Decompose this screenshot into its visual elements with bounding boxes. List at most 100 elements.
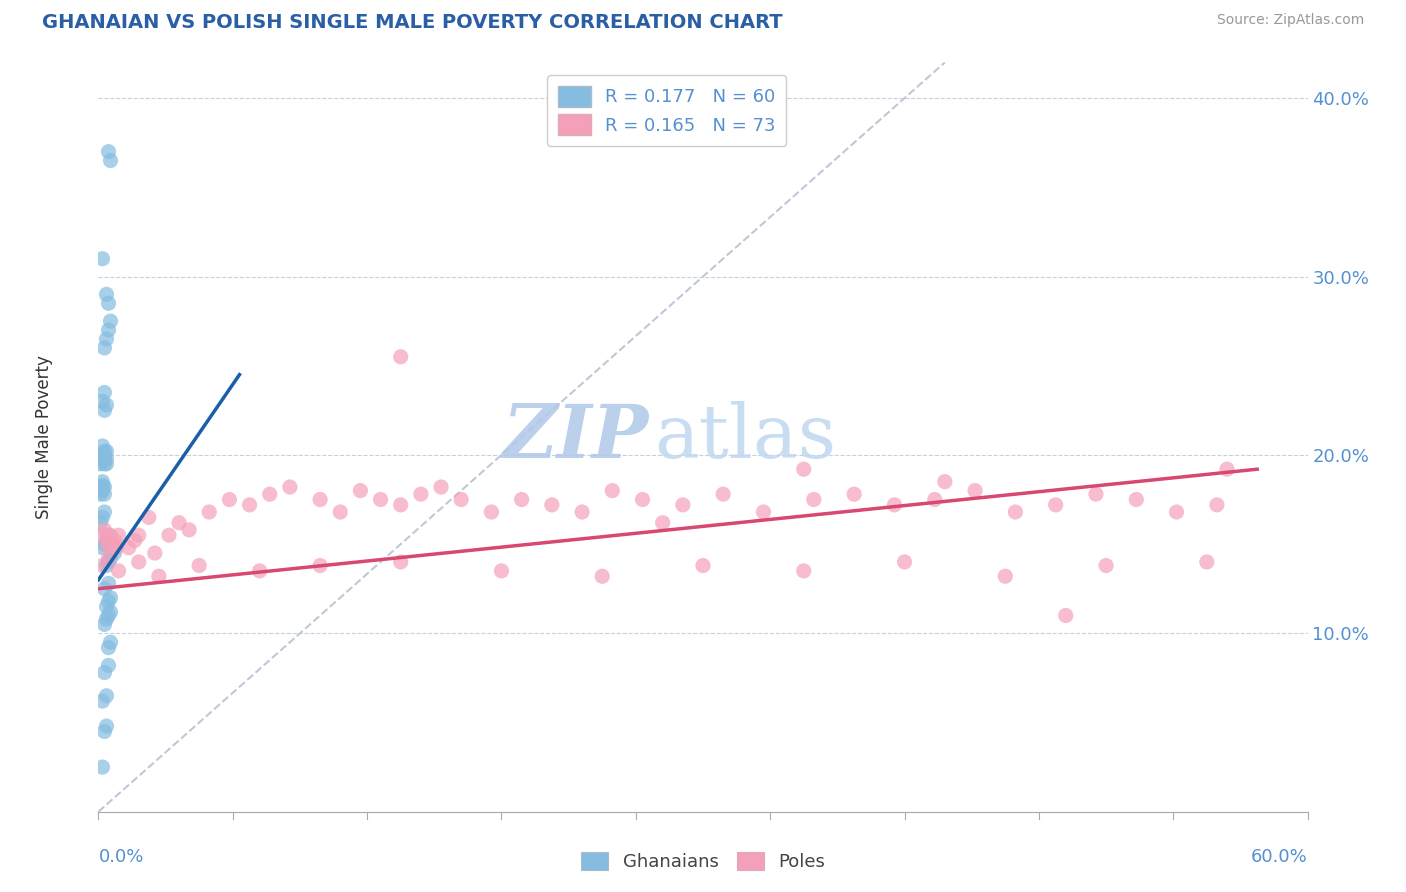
Point: [103, 546, 125, 560]
Point: [124, 533, 146, 548]
Point: [91, 558, 114, 573]
Point: [100, 153, 122, 168]
Point: [93, 480, 115, 494]
Point: [96, 332, 118, 346]
Point: [97, 555, 120, 569]
Point: [89, 516, 111, 530]
Point: [591, 569, 613, 583]
Point: [1216, 462, 1239, 476]
Point: [97, 323, 120, 337]
Point: [1166, 505, 1188, 519]
Point: [89, 487, 111, 501]
Point: [278, 480, 301, 494]
Point: [91, 448, 114, 462]
Point: [97, 541, 120, 555]
Point: [96, 457, 118, 471]
Point: [93, 505, 115, 519]
Point: [491, 564, 513, 578]
Point: [97, 145, 120, 159]
Point: [259, 487, 281, 501]
Point: [96, 398, 118, 412]
Point: [844, 487, 866, 501]
Legend: R = 0.177   N = 60, R = 0.165   N = 73: R = 0.177 N = 60, R = 0.165 N = 73: [547, 75, 786, 145]
Text: ZIP: ZIP: [502, 401, 648, 474]
Point: [249, 564, 271, 578]
Point: [450, 492, 472, 507]
Point: [309, 558, 332, 573]
Point: [481, 505, 503, 519]
Point: [93, 537, 115, 551]
Text: Single Male Poverty: Single Male Poverty: [35, 355, 53, 519]
Point: [93, 341, 115, 355]
Point: [100, 314, 122, 328]
Point: [93, 582, 115, 596]
Point: [91, 478, 114, 492]
Point: [93, 665, 115, 680]
Point: [1195, 555, 1218, 569]
Point: [97, 528, 120, 542]
Point: [430, 480, 453, 494]
Point: [91, 480, 114, 494]
Point: [93, 457, 115, 471]
Point: [409, 487, 432, 501]
Point: [97, 551, 120, 566]
Point: [1054, 608, 1077, 623]
Point: [96, 719, 118, 733]
Point: [100, 605, 122, 619]
Point: [672, 498, 695, 512]
Point: [239, 498, 262, 512]
Point: [97, 658, 120, 673]
Point: [510, 492, 533, 507]
Point: [188, 558, 211, 573]
Point: [91, 694, 114, 708]
Point: [752, 505, 775, 519]
Point: [128, 555, 150, 569]
Point: [389, 350, 412, 364]
Point: [97, 608, 120, 623]
Text: Source: ZipAtlas.com: Source: ZipAtlas.com: [1216, 13, 1364, 28]
Point: [96, 533, 118, 548]
Point: [1085, 487, 1108, 501]
Text: 0.0%: 0.0%: [98, 847, 143, 865]
Point: [107, 528, 129, 542]
Point: [91, 439, 114, 453]
Point: [329, 505, 352, 519]
Text: atlas: atlas: [655, 401, 837, 474]
Point: [93, 448, 115, 462]
Point: [389, 498, 412, 512]
Point: [96, 558, 118, 573]
Point: [93, 403, 115, 417]
Point: [100, 528, 122, 542]
Point: [128, 528, 150, 542]
Point: [96, 533, 118, 548]
Point: [89, 457, 111, 471]
Point: [893, 555, 915, 569]
Point: [91, 760, 114, 774]
Point: [105, 541, 128, 555]
Point: [309, 492, 332, 507]
Point: [91, 394, 114, 409]
Point: [179, 523, 201, 537]
Point: [96, 599, 118, 614]
Point: [100, 551, 122, 566]
Point: [924, 492, 946, 507]
Point: [91, 252, 114, 266]
Point: [883, 498, 905, 512]
Point: [138, 510, 160, 524]
Point: [218, 492, 240, 507]
Point: [349, 483, 371, 498]
Point: [167, 516, 190, 530]
Point: [96, 451, 118, 466]
Point: [651, 516, 673, 530]
Point: [103, 533, 125, 548]
Point: [96, 612, 118, 626]
Point: [1206, 498, 1229, 512]
Point: [793, 462, 815, 476]
Point: [1045, 498, 1067, 512]
Point: [96, 287, 118, 301]
Point: [692, 558, 714, 573]
Point: [93, 444, 115, 458]
Text: 60.0%: 60.0%: [1251, 847, 1308, 865]
Point: [1125, 492, 1147, 507]
Point: [143, 546, 166, 560]
